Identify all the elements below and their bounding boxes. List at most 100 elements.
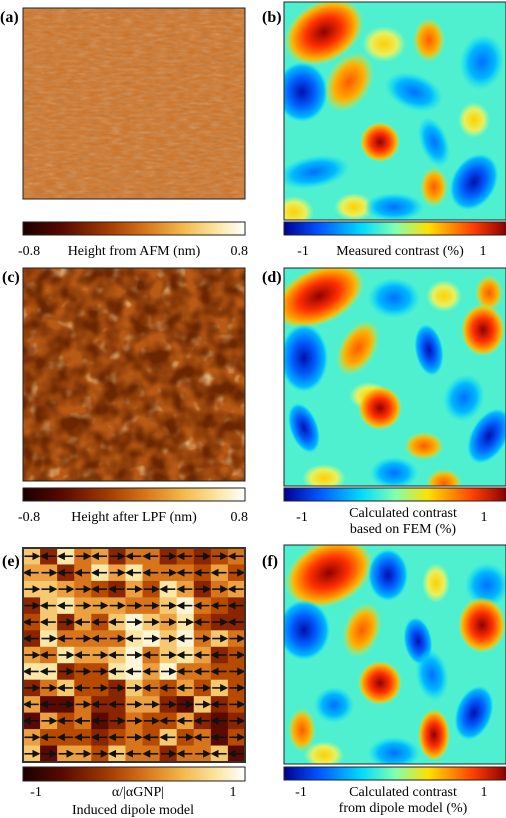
- colorbar-b-max: 1: [480, 244, 487, 259]
- colorbar-f-title-2: from dipole model (%): [339, 801, 468, 816]
- contrast-blob: [418, 709, 450, 761]
- contrast-blob: [288, 403, 320, 453]
- panel-label-f: (f): [262, 553, 278, 570]
- contrast-blob: [370, 457, 418, 486]
- colorbar-d-min: -1: [296, 510, 308, 525]
- contrast-blob: [415, 649, 449, 701]
- colorbar-b-min: -1: [297, 244, 309, 259]
- lpf-image: [23, 268, 245, 481]
- dipole-model-blobs: [284, 545, 506, 764]
- colorbar-b-title: Measured contrast (%): [336, 244, 464, 259]
- contrast-blob: [360, 122, 400, 162]
- colorbar-e-title: α/|αGNP|: [112, 785, 164, 800]
- contrast-blob: [362, 26, 406, 62]
- contrast-blob: [284, 62, 328, 122]
- panel-label-d: (d): [262, 269, 282, 286]
- colorbar-b: [283, 221, 506, 236]
- contrast-blob: [368, 549, 408, 601]
- panel-label-b: (b): [262, 9, 282, 26]
- dipole-model-frame: [283, 544, 506, 765]
- contrast-blob: [358, 386, 402, 430]
- contrast-blob: [334, 193, 374, 220]
- contrast-blob: [358, 661, 402, 705]
- panel-f: (f) -1 Calculated contrast from dipole m…: [262, 544, 506, 816]
- dipole-frame: [22, 547, 246, 763]
- contrast-blob: [461, 304, 505, 356]
- contrast-blob: [404, 432, 444, 460]
- contrast-blob: [304, 741, 344, 764]
- contrast-blob: [422, 563, 450, 603]
- fem-frame: [283, 267, 506, 487]
- contrast-blob: [364, 193, 424, 220]
- panel-label-a: (a): [0, 9, 19, 26]
- contrast-blob: [336, 320, 380, 376]
- contrast-blob: [413, 18, 445, 62]
- colorbar-a: [22, 221, 246, 236]
- panel-d: (d) -1 Calculated contrast based on FEM …: [262, 267, 506, 537]
- contrast-blob: [467, 408, 506, 464]
- colorbar-f-max: 1: [481, 785, 488, 800]
- colorbar-d-max: 1: [481, 510, 488, 525]
- contrast-blob: [426, 280, 462, 312]
- colorbar-a-title: Height from AFM (nm): [68, 244, 201, 259]
- contrast-blob: [342, 602, 382, 658]
- contrast-blob: [284, 155, 350, 189]
- contrast-blob: [465, 563, 506, 607]
- colorbar-d-title-2: based on FEM (%): [350, 522, 456, 537]
- colorbar-c: [22, 487, 246, 502]
- contrast-blob: [426, 469, 462, 486]
- contrast-blob: [284, 600, 330, 660]
- contrast-blob: [475, 275, 503, 311]
- colorbar-c-max: 0.8: [231, 510, 249, 525]
- contrast-blob: [368, 737, 420, 764]
- colorbar-c-title: Height after LPF (nm): [71, 510, 197, 525]
- contrast-blob: [443, 374, 485, 422]
- colorbar-f: [283, 766, 506, 781]
- colorbar-f-min: -1: [295, 785, 307, 800]
- colorbar-a-max: 0.8: [231, 244, 249, 259]
- panel-c: (c) -0.8 Height after LPF (nm) 0.8: [2, 267, 249, 525]
- panel-e: (e) -1 α/|αGNP| 1 Induced dipole model: [2, 547, 246, 818]
- colorbar-d-title-1: Calculated contrast: [349, 506, 457, 521]
- contrast-blob: [284, 268, 365, 329]
- contrast-blob: [314, 687, 354, 723]
- colorbar-e-min: -1: [30, 785, 42, 800]
- colorbar-c-min: -0.8: [18, 510, 40, 525]
- contrast-blob: [285, 545, 373, 608]
- colorbar-e-caption: Induced dipole model: [72, 803, 194, 818]
- contrast-blob: [385, 72, 443, 112]
- colorbar-e: [22, 766, 246, 782]
- contrast-blob: [449, 153, 499, 211]
- contrast-blob: [458, 102, 490, 138]
- contrast-blob: [418, 117, 450, 167]
- colorbar-e-max: 1: [230, 785, 237, 800]
- contrast-blob: [288, 708, 316, 752]
- contrast-blob: [284, 196, 314, 220]
- measured-blobs: [284, 2, 505, 220]
- panel-b: (b) -1 Measured contrast (%) 1: [262, 1, 506, 259]
- fem-blobs: [284, 268, 506, 486]
- panel-label-e: (e): [2, 553, 20, 570]
- contrast-blob: [414, 324, 444, 376]
- contrast-blob: [284, 2, 364, 66]
- panel-a: (a) -0.8 Height from AFM (nm) 0.8: [0, 7, 249, 259]
- dipole-grid: [22, 548, 246, 763]
- afm-image: [23, 8, 245, 199]
- afm-frame: [22, 7, 246, 200]
- contrast-blob: [454, 685, 494, 741]
- lpf-frame: [22, 267, 246, 482]
- contrast-blob: [459, 34, 505, 90]
- panel-label-c: (c): [2, 269, 20, 286]
- contrast-blob: [324, 52, 374, 112]
- contrast-blob: [458, 597, 506, 653]
- colorbar-f-title-1: Calculated contrast: [349, 785, 457, 800]
- measured-frame: [283, 1, 506, 221]
- contrast-blob: [368, 278, 420, 318]
- scale-bar: [187, 200, 241, 206]
- contrast-blob: [420, 167, 448, 207]
- colorbar-a-min: -0.8: [18, 244, 40, 259]
- colorbar-d: [283, 487, 506, 502]
- contrast-blob: [284, 324, 328, 392]
- contrast-blob: [302, 464, 346, 486]
